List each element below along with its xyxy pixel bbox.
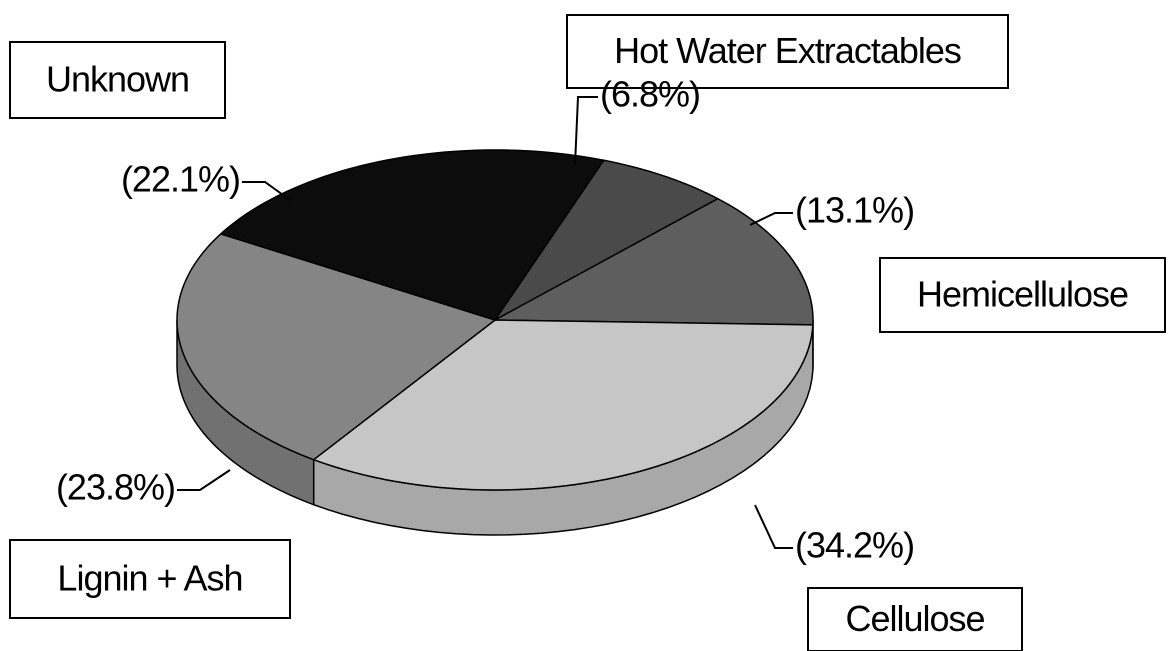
leader-line xyxy=(754,504,793,549)
label-box xyxy=(9,41,226,119)
category-label: Hot Water Extractables xyxy=(614,30,961,71)
label-box xyxy=(879,257,1166,333)
category-label: Cellulose xyxy=(845,598,984,639)
value-label: (34.2%) xyxy=(795,525,914,566)
label-box xyxy=(566,14,1009,89)
label-box xyxy=(807,587,1023,651)
slice xyxy=(176,233,497,461)
category-label: Hemicellulose xyxy=(917,274,1128,315)
leader-line xyxy=(749,212,793,226)
label-box xyxy=(9,539,291,619)
value-label: (13.1%) xyxy=(795,190,914,231)
slice xyxy=(494,159,720,321)
slice xyxy=(312,319,814,491)
value-label: (22.1%) xyxy=(121,159,240,200)
value-label: (23.8%) xyxy=(56,467,175,508)
slice xyxy=(492,197,814,326)
leader-line xyxy=(177,469,231,491)
leader-line xyxy=(242,181,291,201)
category-label: Unknown xyxy=(46,59,189,100)
value-label: (6.8%) xyxy=(600,74,700,115)
category-label: Lignin + Ash xyxy=(57,558,242,599)
leader-line xyxy=(574,96,598,166)
slice xyxy=(219,149,606,321)
